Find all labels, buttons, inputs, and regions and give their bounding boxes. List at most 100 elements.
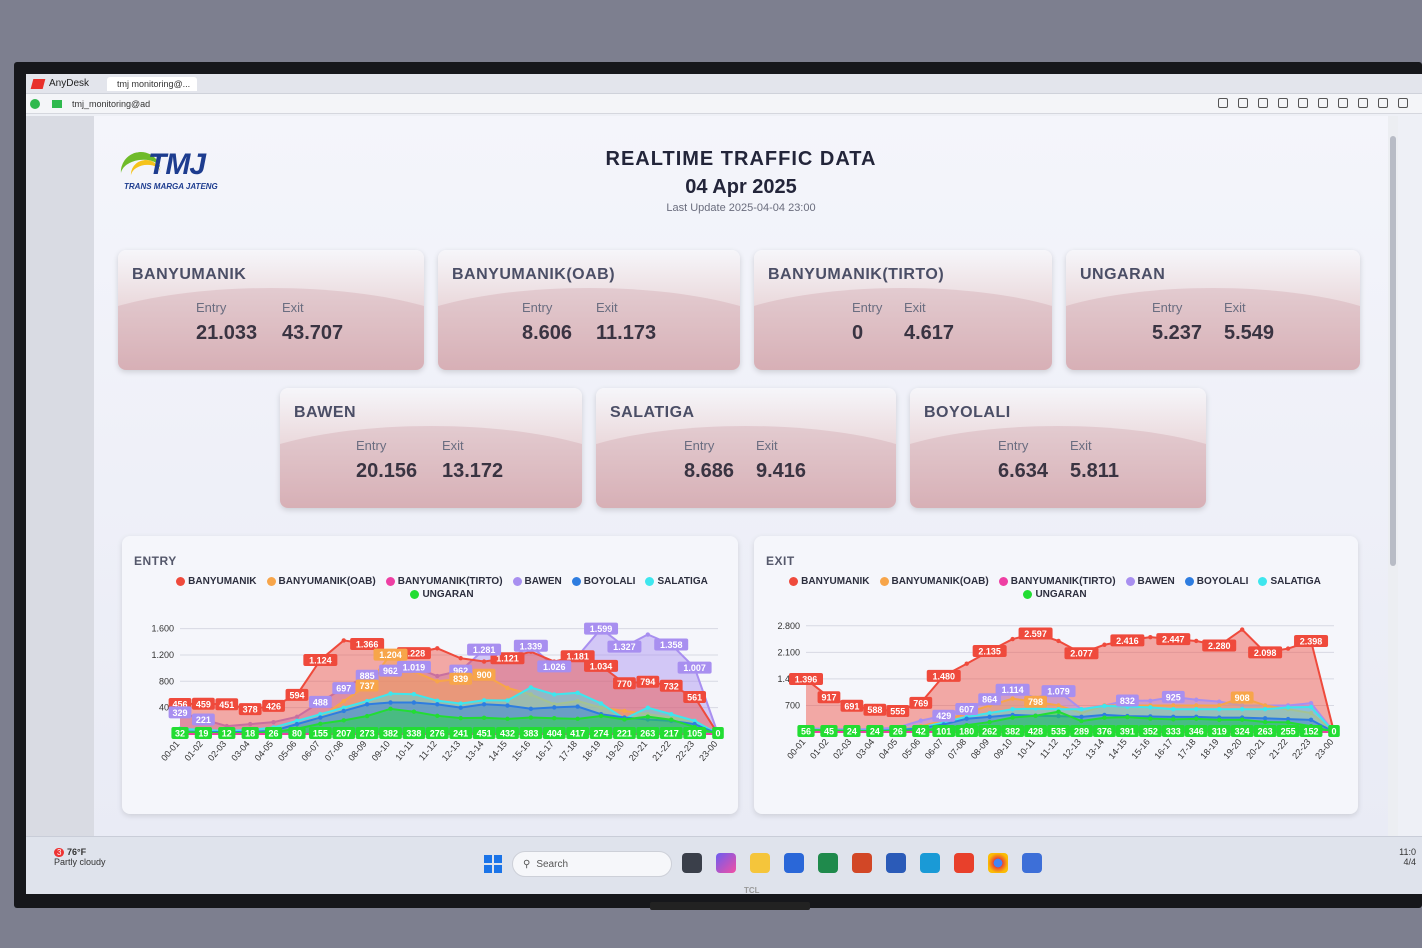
point-banyumanik[interactable] (964, 661, 969, 666)
point-banyumanik[interactable] (435, 646, 440, 651)
point-ungaran[interactable] (1217, 717, 1222, 723)
point-bawen[interactable] (271, 719, 276, 725)
point-salatiga[interactable] (458, 701, 463, 706)
point-banyumanik-oab[interactable] (341, 698, 346, 704)
point-salatiga[interactable] (1285, 705, 1291, 710)
excel-icon[interactable] (818, 853, 838, 873)
point-salatiga[interactable] (598, 701, 604, 706)
point-salatiga[interactable] (552, 692, 557, 697)
point-ungaran[interactable] (669, 717, 674, 722)
powerpoint-icon[interactable] (852, 853, 872, 873)
point-salatiga[interactable] (987, 710, 992, 716)
point-salatiga[interactable] (1102, 703, 1107, 709)
point-salatiga[interactable] (1079, 707, 1084, 712)
point-banyumanik[interactable] (341, 638, 346, 643)
word-icon[interactable] (886, 853, 906, 873)
point-boyolali[interactable] (987, 714, 992, 720)
point-ungaran[interactable] (645, 714, 651, 719)
point-ungaran[interactable] (552, 715, 557, 721)
taskbar-search[interactable]: ⚲ Search (512, 851, 672, 877)
legend-item-salatiga[interactable]: SALATIGA (645, 576, 708, 587)
point-ungaran[interactable] (1056, 709, 1061, 714)
point-ungaran[interactable] (575, 716, 580, 722)
point-boyolali[interactable] (1285, 716, 1291, 722)
legend-item-boyolali[interactable]: BOYOLALI (571, 576, 635, 587)
display-settings-icon[interactable] (1218, 98, 1228, 108)
monitor-icon[interactable] (52, 99, 62, 108)
point-salatiga[interactable] (481, 698, 487, 703)
point-banyumanik-oab[interactable] (552, 702, 557, 707)
point-ungaran[interactable] (364, 713, 370, 719)
point-salatiga[interactable] (528, 685, 534, 690)
point-salatiga[interactable] (1308, 704, 1314, 710)
task-view-icon[interactable] (682, 853, 702, 873)
point-banyumanik[interactable] (1010, 636, 1015, 642)
point-boyolali[interactable] (575, 704, 580, 709)
point-bawen[interactable] (1308, 700, 1314, 706)
point-banyumanik[interactable] (1285, 646, 1291, 651)
privacy-icon[interactable] (1358, 98, 1368, 108)
point-salatiga[interactable] (1239, 707, 1245, 712)
point-salatiga[interactable] (1171, 707, 1176, 712)
point-boyolali[interactable] (364, 702, 370, 707)
anydesk-session-tab[interactable]: tmj monitoring@... (107, 76, 198, 91)
point-boyolali[interactable] (528, 706, 534, 711)
point-banyumanik[interactable] (481, 659, 487, 664)
point-ungaran[interactable] (1102, 715, 1107, 720)
point-salatiga[interactable] (341, 705, 346, 710)
edge-icon[interactable] (920, 853, 940, 873)
point-ungaran[interactable] (987, 719, 992, 725)
point-boyolali[interactable] (552, 705, 557, 710)
file-transfer-icon[interactable] (1258, 98, 1268, 108)
point-banyumanik-oab[interactable] (528, 692, 534, 697)
point-banyumanik-oab[interactable] (575, 698, 580, 704)
point-ungaran[interactable] (411, 709, 417, 714)
point-bawen[interactable] (645, 632, 651, 637)
point-banyumanik-oab[interactable] (1262, 703, 1268, 708)
legend-item-banyumanik-tirto[interactable]: BANYUMANIK(TIRTO) (385, 576, 503, 587)
point-banyumanik[interactable] (1102, 642, 1107, 647)
point-banyumanik-oab[interactable] (1308, 710, 1314, 716)
point-ungaran[interactable] (1010, 715, 1015, 720)
point-boyolali[interactable] (1056, 713, 1061, 719)
legend-item-ungaran[interactable]: UNGARAN (1023, 589, 1087, 600)
anydesk-icon[interactable] (954, 853, 974, 873)
point-ungaran[interactable] (435, 713, 440, 719)
point-salatiga[interactable] (505, 698, 510, 703)
point-salatiga[interactable] (645, 705, 651, 710)
point-salatiga[interactable] (1010, 707, 1015, 712)
legend-item-banyumanik-oab[interactable]: BANYUMANIK(OAB) (266, 576, 376, 587)
point-ungaran[interactable] (1079, 718, 1084, 724)
store-icon[interactable] (784, 853, 804, 873)
point-ungaran[interactable] (598, 713, 604, 719)
point-salatiga[interactable] (294, 718, 300, 724)
point-salatiga[interactable] (411, 692, 417, 697)
point-boyolali[interactable] (435, 702, 440, 707)
point-banyumanik[interactable] (1056, 638, 1061, 644)
file-explorer-icon[interactable] (750, 853, 770, 873)
actions-icon[interactable] (1298, 98, 1308, 108)
point-ungaran[interactable] (1262, 719, 1268, 725)
point-banyumanik-oab[interactable] (1194, 703, 1199, 708)
point-banyumanik-oab[interactable] (1217, 703, 1222, 708)
point-salatiga[interactable] (575, 690, 580, 696)
window-icon[interactable] (1378, 98, 1388, 108)
point-bawen[interactable] (918, 718, 923, 723)
point-ungaran[interactable] (1285, 720, 1291, 725)
point-salatiga[interactable] (364, 698, 370, 704)
point-boyolali[interactable] (294, 721, 300, 727)
legend-item-banyumanik-oab[interactable]: BANYUMANIK(OAB) (879, 576, 989, 587)
favorite-icon[interactable] (1278, 98, 1288, 108)
point-boyolali[interactable] (1079, 714, 1084, 720)
system-clock[interactable]: 11:0 4/4 (1399, 847, 1416, 867)
point-boyolali[interactable] (1262, 716, 1268, 721)
point-banyumanik-oab[interactable] (1171, 703, 1176, 708)
point-bawen[interactable] (1194, 697, 1199, 702)
legend-item-banyumanik[interactable]: BANYUMANIK (176, 576, 257, 587)
point-boyolali[interactable] (505, 703, 510, 708)
point-boyolali[interactable] (964, 716, 969, 721)
scrollbar-thumb[interactable] (1390, 136, 1396, 566)
point-banyumanik[interactable] (1239, 627, 1245, 632)
point-salatiga[interactable] (1194, 707, 1199, 712)
page-scrollbar[interactable] (1388, 116, 1398, 836)
